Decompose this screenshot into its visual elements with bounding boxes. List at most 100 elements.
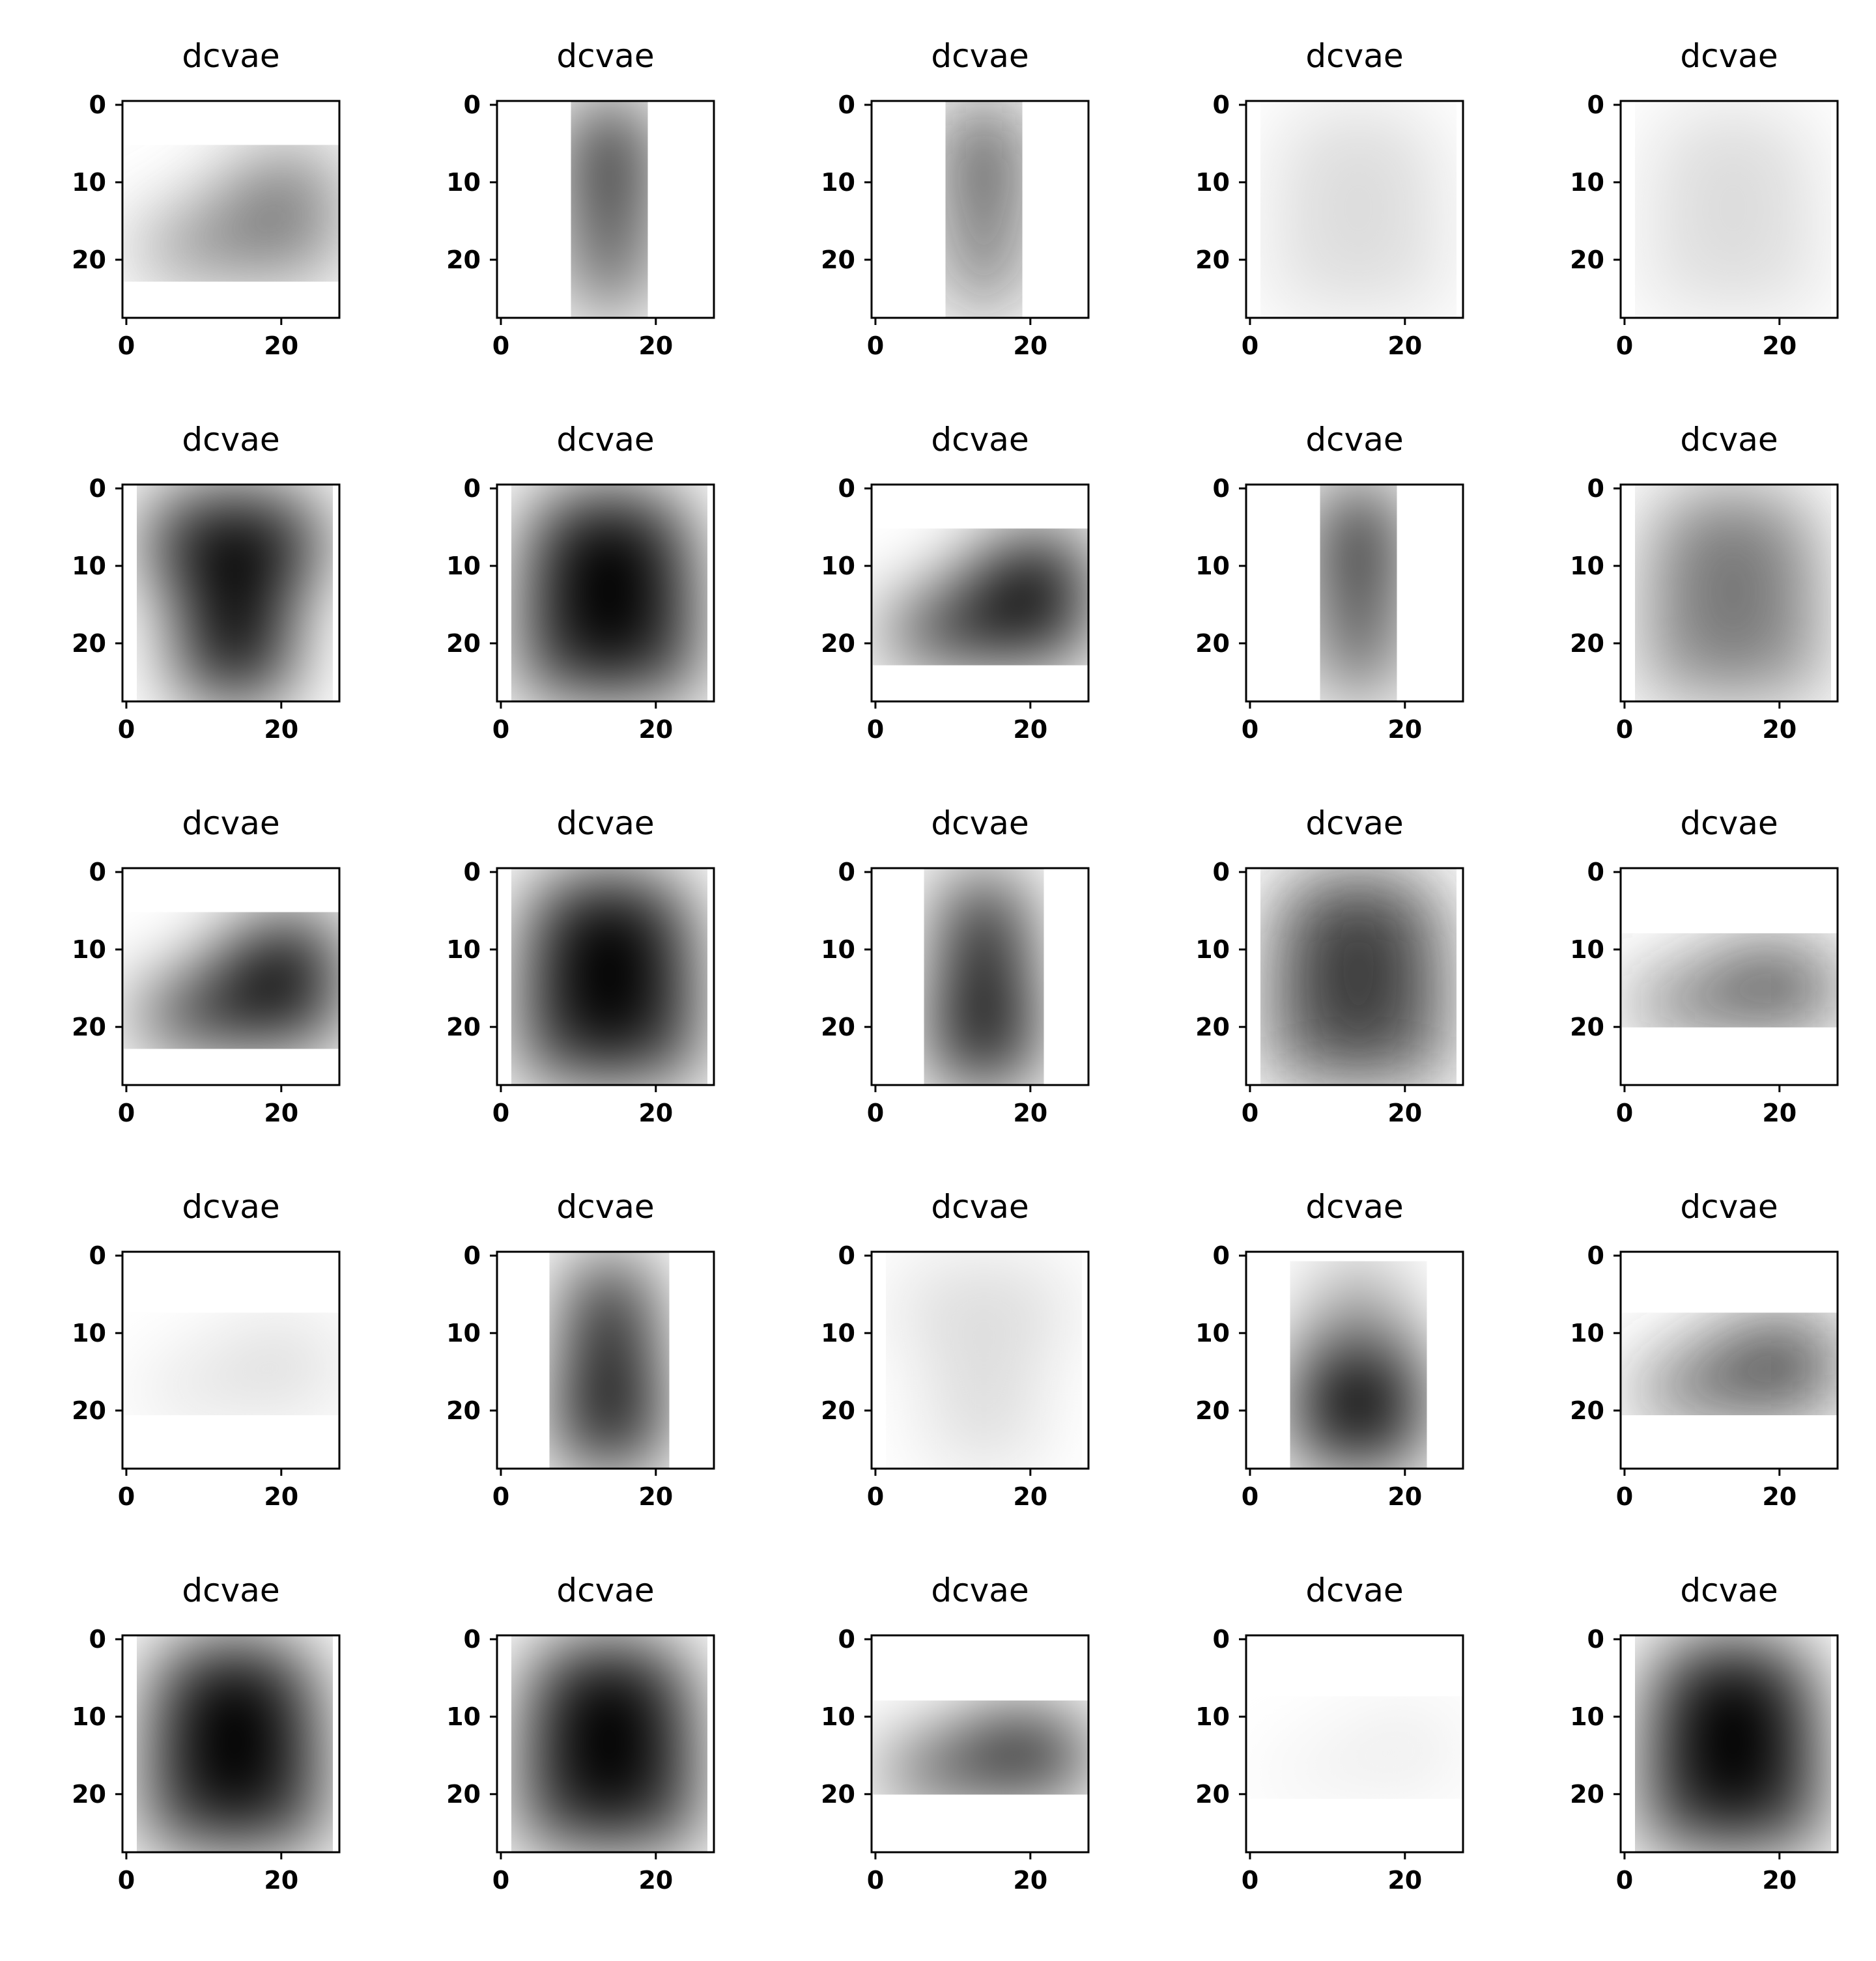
- y-tick-label: 10: [72, 1319, 106, 1347]
- x-tick-label: 0: [867, 332, 884, 360]
- t-shirt-image: [894, 1259, 1073, 1465]
- y-tick-label: 20: [72, 1013, 106, 1041]
- pullover-image: [145, 1643, 324, 1849]
- y-tick-label: 10: [1570, 1319, 1604, 1347]
- y-tick-label: 20: [1570, 1013, 1604, 1041]
- subplot-title: dcvae: [556, 1188, 654, 1226]
- y-tick-label: 0: [1213, 91, 1230, 119]
- y-tick-label: 20: [1195, 1780, 1230, 1809]
- x-tick-label: 0: [1242, 1099, 1258, 1127]
- subplot-3-2: dcvae 0 10 20 0 20: [446, 804, 715, 1127]
- subplot-1-3: dcvae 0 10 20 0 20: [821, 37, 1090, 360]
- axes-frame: [1245, 867, 1464, 1086]
- y-tick-label: 10: [821, 935, 855, 964]
- bag-image: [1296, 1271, 1421, 1465]
- y-tick-label: 0: [1213, 1241, 1230, 1270]
- axes-frame: [496, 867, 715, 1086]
- y-tick-label: 0: [838, 91, 855, 119]
- subplot-title: dcvae: [182, 421, 279, 459]
- subplot-3-5: dcvae 0 10 20 0 20: [1570, 804, 1839, 1127]
- y-tick-label: 10: [72, 935, 106, 964]
- y-tick-label: 10: [72, 1702, 106, 1731]
- y-tick-label: 10: [1570, 1702, 1604, 1731]
- x-tick-label: 20: [1762, 1482, 1797, 1511]
- subplot-5-5: dcvae 0 10 20 0 20: [1570, 1572, 1839, 1895]
- x-tick-label: 0: [867, 1866, 884, 1895]
- y-tick-label: 0: [1587, 1241, 1604, 1270]
- y-tick-label: 10: [821, 552, 855, 580]
- axes-frame: [121, 483, 341, 703]
- axes-frame: [496, 483, 715, 703]
- y-tick-label: 0: [89, 91, 106, 119]
- y-tick-label: 20: [1570, 629, 1604, 658]
- shirt-image: [1643, 108, 1823, 315]
- axes-frame: [121, 1634, 341, 1854]
- y-tick-label: 0: [1213, 474, 1230, 503]
- x-tick-label: 20: [1387, 1099, 1422, 1127]
- axes-frame: [870, 1250, 1090, 1470]
- y-tick-label: 0: [838, 474, 855, 503]
- axes-frame: [1245, 483, 1464, 703]
- y-tick-label: 20: [1195, 629, 1230, 658]
- y-tick-label: 20: [446, 1396, 481, 1425]
- x-tick-label: 0: [1616, 715, 1633, 744]
- y-tick-label: 10: [446, 168, 481, 197]
- subplot-3-1: dcvae 0 10 20 0 20: [72, 804, 341, 1127]
- y-tick-label: 0: [838, 1625, 855, 1654]
- y-tick-label: 20: [1570, 246, 1604, 274]
- axes-frame: [121, 100, 341, 319]
- x-tick-label: 20: [1762, 1099, 1797, 1127]
- trouser-image: [948, 104, 1019, 315]
- pullover-image: [520, 875, 699, 1082]
- x-tick-label: 0: [867, 1099, 884, 1127]
- y-tick-label: 0: [1587, 474, 1604, 503]
- x-tick-label: 0: [1616, 1482, 1633, 1511]
- x-tick-label: 20: [638, 1099, 673, 1127]
- axes-frame: [1619, 100, 1839, 319]
- x-tick-label: 20: [1013, 1866, 1047, 1895]
- subplot-5-1: dcvae 0 10 20 0 20: [72, 1572, 341, 1895]
- x-tick-label: 0: [1616, 332, 1633, 360]
- y-tick-label: 0: [89, 858, 106, 886]
- ankle-boot-image: [134, 918, 336, 1043]
- subplot-1-1: dcvae 0 10 20 0 20: [72, 37, 341, 360]
- pullover-image: [520, 1643, 699, 1849]
- subplot-2-1: dcvae 0 10 20 0 20: [72, 421, 341, 744]
- sandal-image: [1632, 1318, 1834, 1411]
- y-tick-label: 20: [72, 629, 106, 658]
- y-tick-label: 0: [1213, 1625, 1230, 1654]
- x-tick-label: 20: [1013, 1099, 1047, 1127]
- ankle-boot-image: [883, 535, 1085, 659]
- x-tick-label: 0: [118, 715, 135, 744]
- y-tick-label: 20: [1195, 1013, 1230, 1041]
- y-tick-label: 20: [446, 1013, 481, 1041]
- axes-frame: [121, 867, 341, 1086]
- x-tick-label: 20: [1762, 1866, 1797, 1895]
- trouser-image: [1323, 488, 1393, 698]
- subplot-title: dcvae: [556, 1572, 654, 1609]
- axes-frame: [1245, 100, 1464, 319]
- y-tick-label: 0: [1587, 858, 1604, 886]
- y-tick-label: 10: [1570, 168, 1604, 197]
- x-tick-label: 20: [264, 332, 298, 360]
- y-tick-label: 20: [72, 246, 106, 274]
- subplot-2-5: dcvae 0 10 20 0 20: [1570, 421, 1839, 744]
- pullover-image: [520, 492, 699, 698]
- y-tick-label: 10: [446, 1319, 481, 1347]
- subplot-title: dcvae: [556, 804, 654, 842]
- axes-frame: [121, 1250, 341, 1470]
- y-tick-label: 20: [821, 1396, 855, 1425]
- sandal-image: [1257, 1701, 1460, 1794]
- y-tick-label: 0: [89, 474, 106, 503]
- y-tick-label: 20: [821, 1780, 855, 1809]
- subplot-title: dcvae: [1680, 421, 1778, 459]
- y-tick-label: 10: [446, 935, 481, 964]
- subplot-title: dcvae: [182, 1188, 279, 1226]
- x-tick-label: 0: [118, 332, 135, 360]
- subplot-title: dcvae: [182, 1572, 279, 1609]
- axes-frame: [1619, 1634, 1839, 1854]
- subplot-4-3: dcvae 0 10 20 0 20: [821, 1188, 1090, 1511]
- trouser-image: [574, 104, 644, 315]
- subplot-2-2: dcvae 0 10 20 0 20: [446, 421, 715, 744]
- axes-frame: [1619, 867, 1839, 1086]
